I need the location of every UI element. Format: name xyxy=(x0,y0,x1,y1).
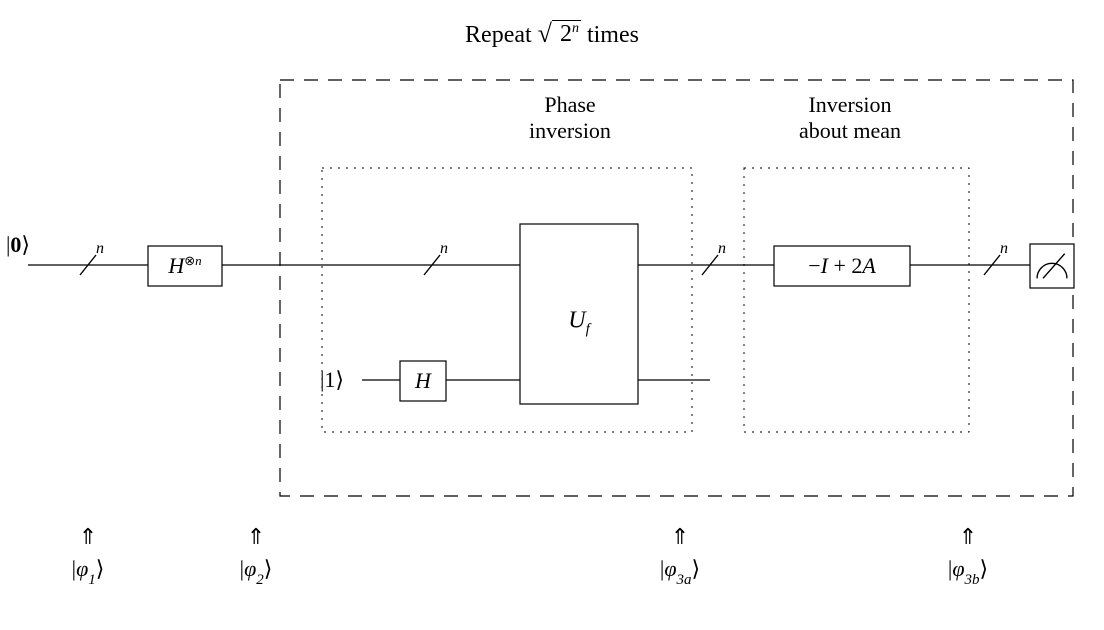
state-arrow-icon: ⇑ xyxy=(671,524,689,549)
state-arrow-icon: ⇑ xyxy=(247,524,265,549)
grover-iteration-box xyxy=(280,80,1073,496)
qubit-count-label: n xyxy=(1000,240,1008,257)
phase-inversion-label: Phase inversion xyxy=(529,92,611,144)
input-zero-ket: |0⟩ xyxy=(6,232,30,258)
qubit-count-label: n xyxy=(96,240,104,257)
state-label: |φ3a⟩ xyxy=(660,556,700,588)
title-pre: Repeat xyxy=(465,22,538,48)
state-label: |φ3b⟩ xyxy=(948,556,988,588)
mean-inversion-gate-label: −I + 2A xyxy=(808,253,876,279)
title-sqrt: √ 2n xyxy=(538,19,581,49)
oracle-gate-label: Uf xyxy=(568,308,590,339)
measurement-gate-box xyxy=(1030,244,1074,288)
hadamard-gate-label: H xyxy=(415,368,431,394)
inversion-about-mean-label: Inversion about mean xyxy=(799,92,901,144)
state-arrow-icon: ⇑ xyxy=(959,524,977,549)
repeat-title: Repeat √ 2n times xyxy=(465,19,639,49)
hadamard-n-gate-label: H⊗n xyxy=(168,253,201,279)
state-label: |φ2⟩ xyxy=(240,556,273,588)
qubit-count-label: n xyxy=(718,240,726,257)
title-post: times xyxy=(581,22,639,48)
qubit-count-label: n xyxy=(440,240,448,257)
state-arrow-icon: ⇑ xyxy=(79,524,97,549)
input-one-ket: |1⟩ xyxy=(320,367,344,393)
state-label: |φ1⟩ xyxy=(72,556,105,588)
mean-inversion-dotted-box xyxy=(744,168,969,432)
